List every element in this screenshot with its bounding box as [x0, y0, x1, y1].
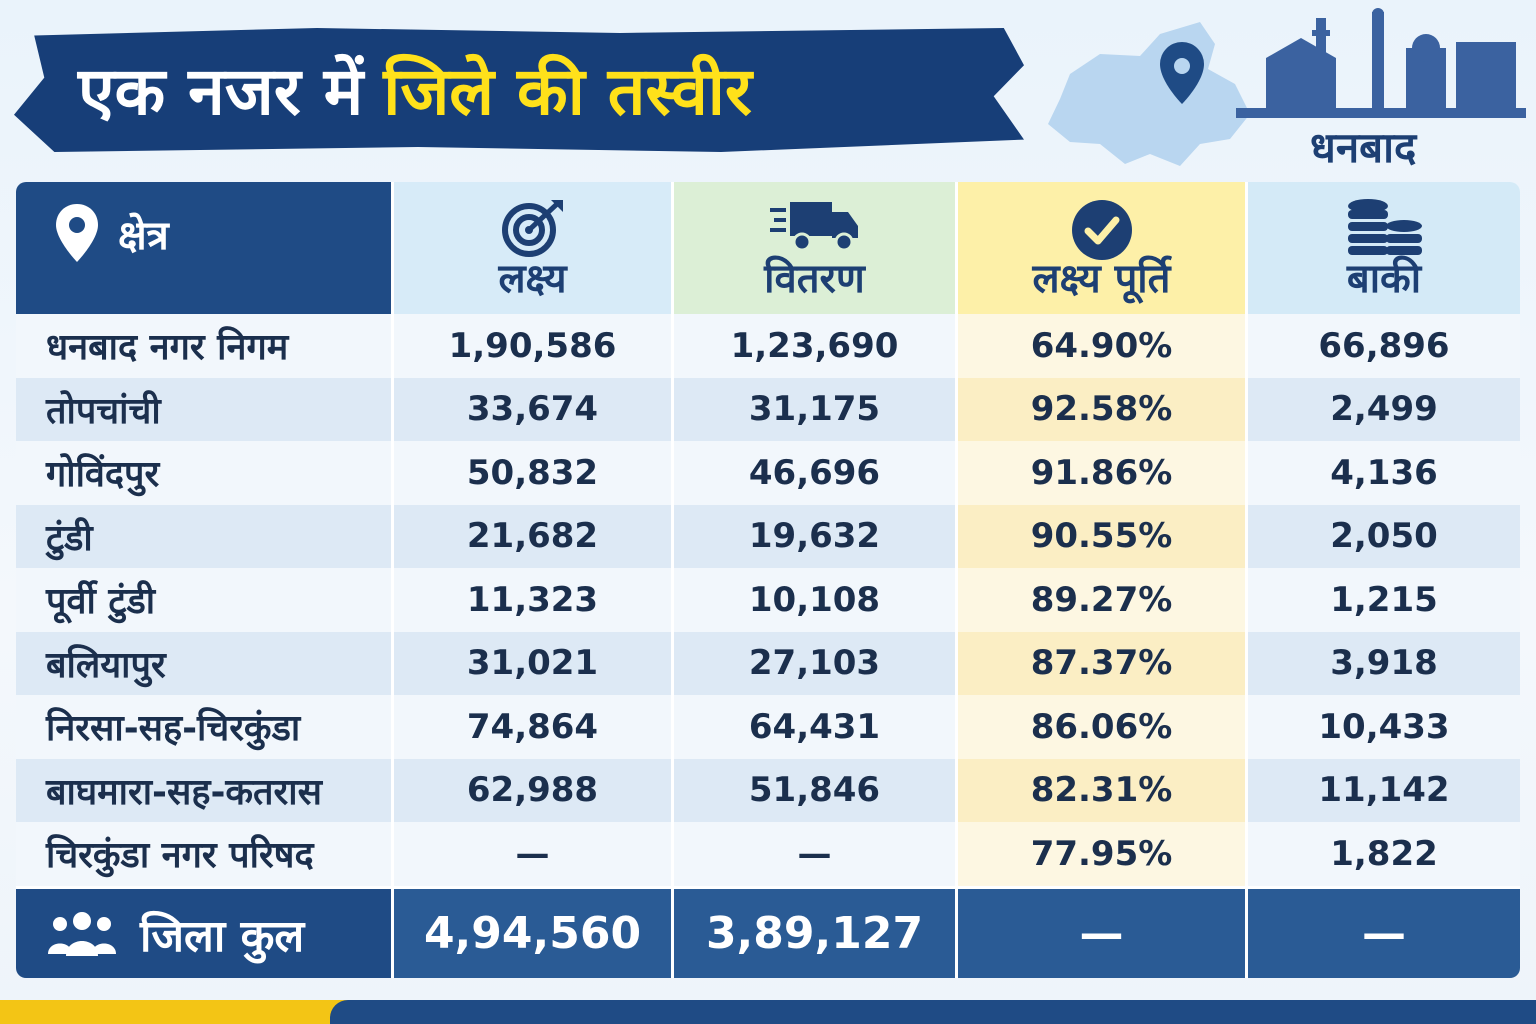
row-area: धनबाद नगर निगम [16, 314, 394, 378]
row-distribution: 27,103 [674, 631, 958, 695]
header-achievement-label: लक्ष्य पूर्ति [1032, 256, 1171, 302]
row-target: — [394, 822, 674, 886]
row-area: चिरकुंडा नगर परिषद [16, 822, 394, 886]
table-row: चिरकुंडा नगर परिषद — — 77.95% 1,822 [16, 822, 1520, 886]
title-part-1: एक नजर में [78, 53, 364, 130]
header-area-label: क्षेत्र [118, 212, 169, 259]
row-achievement: 89.27% [958, 568, 1248, 632]
header-target: लक्ष्य [394, 182, 674, 314]
row-distribution: 46,696 [674, 441, 958, 505]
row-target: 31,021 [394, 631, 674, 695]
table-row: गोविंदपुर 50,832 46,696 91.86% 4,136 [16, 441, 1520, 505]
row-area: बलियापुर [16, 631, 394, 695]
row-remaining: 3,918 [1248, 631, 1520, 695]
table-row: बलियापुर 31,021 27,103 87.37% 3,918 [16, 631, 1520, 695]
row-remaining: 2,050 [1248, 504, 1520, 568]
people-group-icon [48, 911, 116, 956]
total-remaining: — [1248, 889, 1520, 978]
total-distribution: 3,89,127 [674, 889, 958, 978]
row-achievement: 87.37% [958, 631, 1248, 695]
title-part-2: जिले की तस्वीर [383, 53, 752, 130]
city-skyline-icon [1236, 8, 1526, 118]
row-area: पूर्वी टुंडी [16, 568, 394, 632]
table-body: धनबाद नगर निगम 1,90,586 1,23,690 64.90% … [16, 314, 1520, 886]
row-achievement: 92.58% [958, 377, 1248, 441]
title-banner [14, 28, 1024, 152]
total-label: जिला कुल [140, 910, 305, 962]
table-row: टुंडी 21,682 19,632 90.55% 2,050 [16, 504, 1520, 568]
row-target: 74,864 [394, 695, 674, 759]
table-header: क्षेत्र लक्ष्य वितरण [16, 182, 1520, 314]
row-target: 33,674 [394, 377, 674, 441]
row-remaining: 66,896 [1248, 314, 1520, 378]
row-target: 1,90,586 [394, 314, 674, 378]
row-distribution: — [674, 822, 958, 886]
row-distribution: 19,632 [674, 504, 958, 568]
row-remaining: 2,499 [1248, 377, 1520, 441]
row-area: गोविंदपुर [16, 441, 394, 505]
total-achievement: — [958, 889, 1248, 978]
row-remaining: 4,136 [1248, 441, 1520, 505]
row-achievement: 91.86% [958, 441, 1248, 505]
coin-stack-icon [1348, 199, 1422, 255]
row-area: बाघमारा-सह-कतरास [16, 758, 394, 822]
delivery-truck-icon [769, 202, 858, 252]
row-achievement: 90.55% [958, 504, 1248, 568]
row-achievement: 86.06% [958, 695, 1248, 759]
total-label-cell: जिला कुल [16, 889, 394, 978]
row-target: 50,832 [394, 441, 674, 505]
row-distribution: 1,23,690 [674, 314, 958, 378]
check-circle-icon [1071, 200, 1132, 260]
district-name: धनबाद [1310, 123, 1417, 172]
header-distribution-label: वितरण [764, 256, 865, 302]
row-achievement: 82.31% [958, 758, 1248, 822]
row-remaining: 11,142 [1248, 758, 1520, 822]
total-row: जिला कुल 4,94,560 3,89,127 — — [16, 889, 1520, 978]
table-row: धनबाद नगर निगम 1,90,586 1,23,690 64.90% … [16, 314, 1520, 378]
district-data-table: क्षेत्र लक्ष्य वितरण [16, 182, 1520, 978]
header-remaining: बाकी [1248, 182, 1520, 314]
row-distribution: 64,431 [674, 695, 958, 759]
row-remaining: 1,215 [1248, 568, 1520, 632]
page-title: एक नजर में जिले की तस्वीर [78, 44, 752, 140]
row-distribution: 10,108 [674, 568, 958, 632]
header-distribution: वितरण [674, 182, 958, 314]
row-remaining: 10,433 [1248, 695, 1520, 759]
row-area: तोपचांची [16, 377, 394, 441]
table-row: तोपचांची 33,674 31,175 92.58% 2,499 [16, 377, 1520, 441]
row-target: 11,323 [394, 568, 674, 632]
row-remaining: 1,822 [1248, 822, 1520, 886]
target-icon [501, 200, 563, 257]
header-area: क्षेत्र [16, 182, 394, 314]
location-pin-icon [56, 204, 98, 262]
row-area: निरसा-सह-चिरकुंडा [16, 695, 394, 759]
district-map-icon [1048, 22, 1250, 166]
footer-bar-accent [330, 1000, 1536, 1024]
table-row: पूर्वी टुंडी 11,323 10,108 89.27% 1,215 [16, 568, 1520, 632]
row-distribution: 51,846 [674, 758, 958, 822]
row-target: 62,988 [394, 758, 674, 822]
row-distribution: 31,175 [674, 377, 958, 441]
row-area: टुंडी [16, 504, 394, 568]
row-target: 21,682 [394, 504, 674, 568]
table-row: बाघमारा-सह-कतरास 62,988 51,846 82.31% 11… [16, 758, 1520, 822]
total-target: 4,94,560 [394, 889, 674, 978]
row-achievement: 64.90% [958, 314, 1248, 378]
header-remaining-label: बाकी [1346, 256, 1422, 302]
table-row: निरसा-सह-चिरकुंडा 74,864 64,431 86.06% 1… [16, 695, 1520, 759]
footer-bar [0, 1000, 1536, 1024]
header-achievement: लक्ष्य पूर्ति [958, 182, 1248, 314]
header-target-label: लक्ष्य [498, 256, 567, 302]
row-achievement: 77.95% [958, 822, 1248, 886]
